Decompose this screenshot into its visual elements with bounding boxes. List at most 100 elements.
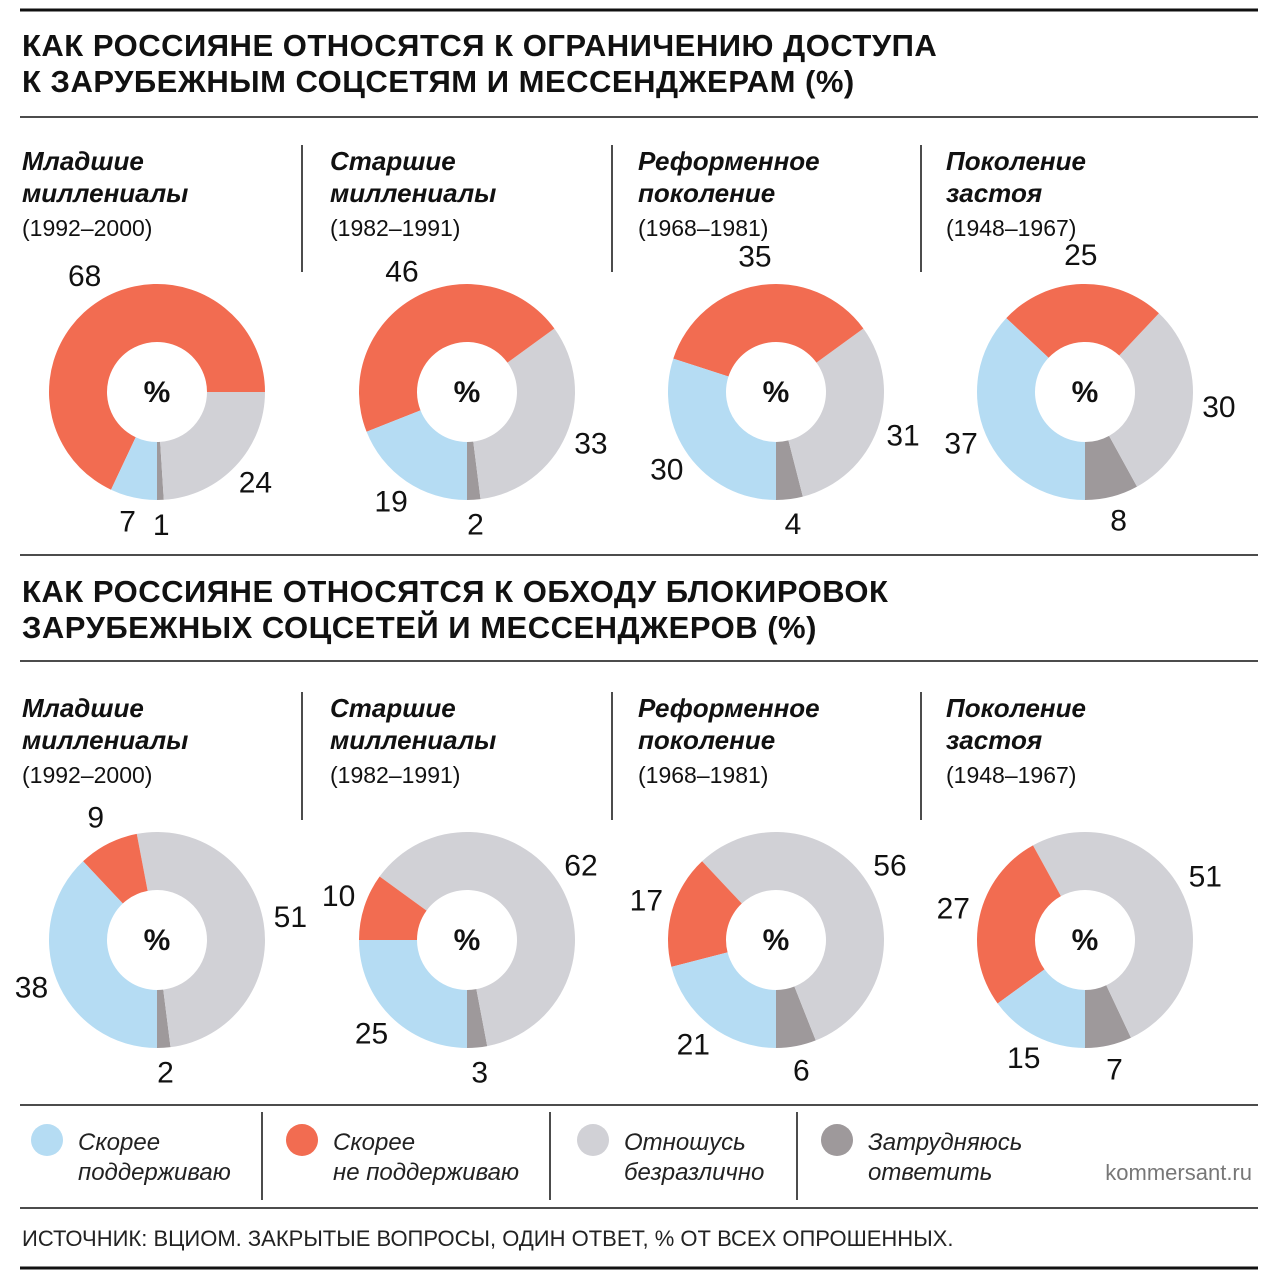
donut-slice: [673, 284, 864, 377]
value-label: 24: [239, 466, 272, 499]
donut-slice: [776, 986, 816, 1048]
donut-slice: [776, 440, 803, 500]
donut-slice: [160, 392, 265, 500]
donut-slice: [111, 437, 157, 500]
value-label: 15: [1007, 1042, 1040, 1075]
center-label: %: [454, 376, 481, 409]
legend-label: Скорее поддерживаю: [78, 1129, 231, 1186]
value-label: 31: [886, 420, 919, 453]
donut-slice: [702, 832, 884, 1041]
donut-slice: [667, 861, 742, 967]
chart-subtitle: (1992–2000): [22, 762, 153, 788]
chart-subtitle: (1992–2000): [22, 215, 153, 241]
value-label: 2: [467, 509, 484, 542]
value-label: 21: [677, 1029, 710, 1062]
value-label: 30: [1202, 391, 1235, 424]
legend-label: Затрудняюсь ответить: [868, 1129, 1023, 1186]
donut-slice: [977, 318, 1085, 500]
donut-slice: [366, 410, 467, 500]
value-label: 37: [944, 428, 977, 461]
value-label: 62: [564, 850, 597, 883]
donut-slice: [48, 283, 265, 490]
value-label: 35: [738, 241, 771, 274]
chart-title: Реформенное поколение: [638, 693, 820, 755]
chart-title: Младшие миллениалы: [22, 146, 189, 208]
value-label: 19: [374, 486, 407, 519]
value-label: 3: [471, 1056, 488, 1089]
donut-slice: [1085, 435, 1138, 500]
chart-title: Старшие миллениалы: [330, 146, 497, 208]
donut-slice: [667, 358, 776, 500]
value-label: 17: [630, 884, 663, 917]
legend-label: Отношусь безразлично: [624, 1129, 765, 1186]
legend-swatch: [821, 1124, 853, 1156]
chart-title: Поколение застоя: [946, 146, 1086, 208]
donut-slice: [467, 989, 488, 1048]
chart-subtitle: (1982–1991): [330, 215, 461, 241]
chart-subtitle: (1982–1991): [330, 762, 461, 788]
heading: КАК РОССИЯНЕ ОТНОСЯТСЯ К ОБХОДУ БЛОКИРОВ…: [22, 574, 889, 645]
center-label: %: [454, 924, 481, 957]
donut-slice: [157, 989, 171, 1048]
chart-title: Реформенное поколение: [638, 146, 820, 208]
donut-slice: [788, 328, 885, 497]
value-label: 51: [1189, 861, 1222, 894]
legend-swatch: [577, 1124, 609, 1156]
donut-slice: [671, 952, 776, 1048]
donut-slice: [1006, 284, 1159, 358]
value-label: 8: [1110, 505, 1127, 538]
chart-title: Поколение застоя: [946, 693, 1086, 755]
center-label: %: [144, 924, 171, 957]
donut-slice: [997, 969, 1085, 1048]
value-label: 7: [119, 506, 136, 539]
chart-subtitle: (1948–1967): [946, 762, 1077, 788]
value-label: 2: [157, 1057, 174, 1090]
donut-slice: [1085, 985, 1131, 1048]
center-label: %: [1072, 924, 1099, 957]
donut-slice: [1109, 313, 1193, 487]
value-label: 1: [153, 509, 170, 542]
brand: kommersant.ru: [1105, 1160, 1252, 1185]
donut-slice: [136, 832, 265, 1048]
value-label: 10: [322, 880, 355, 913]
value-label: 25: [355, 1017, 388, 1050]
value-label: 30: [650, 453, 683, 486]
chart-title: Старшие миллениалы: [330, 693, 497, 755]
donut-slice: [976, 845, 1061, 1004]
donut-slice: [83, 833, 148, 904]
chart-subtitle: (1968–1981): [638, 762, 769, 788]
chart-title: Младшие миллениалы: [22, 693, 189, 755]
center-label: %: [763, 924, 790, 957]
donut-slice: [359, 876, 427, 940]
donut-slice: [467, 441, 481, 500]
donut-slice: [1032, 831, 1194, 1038]
donut-slice: [359, 940, 467, 1048]
center-label: %: [1072, 376, 1099, 409]
donut-slice: [48, 861, 158, 1048]
value-label: 27: [937, 892, 970, 925]
value-label: 4: [785, 508, 802, 541]
legend-swatch: [31, 1124, 63, 1156]
chart-subtitle: (1948–1967): [946, 215, 1077, 241]
value-label: 68: [68, 260, 101, 293]
donut-slice: [379, 832, 575, 1047]
donut-slice: [359, 284, 555, 432]
value-label: 7: [1106, 1054, 1123, 1087]
value-label: 46: [385, 256, 418, 289]
legend-swatch: [286, 1124, 318, 1156]
donut-slice: [157, 441, 164, 500]
value-label: 51: [274, 901, 307, 934]
center-label: %: [763, 376, 790, 409]
source: ИСТОЧНИК: ВЦИОМ. ЗАКРЫТЫЕ ВОПРОСЫ, ОДИН …: [22, 1226, 954, 1251]
value-label: 9: [87, 802, 104, 835]
value-label: 25: [1064, 239, 1097, 272]
value-label: 56: [873, 850, 906, 883]
value-label: 6: [793, 1055, 810, 1088]
chart-subtitle: (1968–1981): [638, 215, 769, 241]
value-label: 38: [15, 972, 48, 1005]
center-label: %: [144, 376, 171, 409]
legend-label: Скорее не поддерживаю: [333, 1129, 519, 1186]
donut-slice: [473, 328, 575, 500]
value-label: 33: [574, 428, 607, 461]
